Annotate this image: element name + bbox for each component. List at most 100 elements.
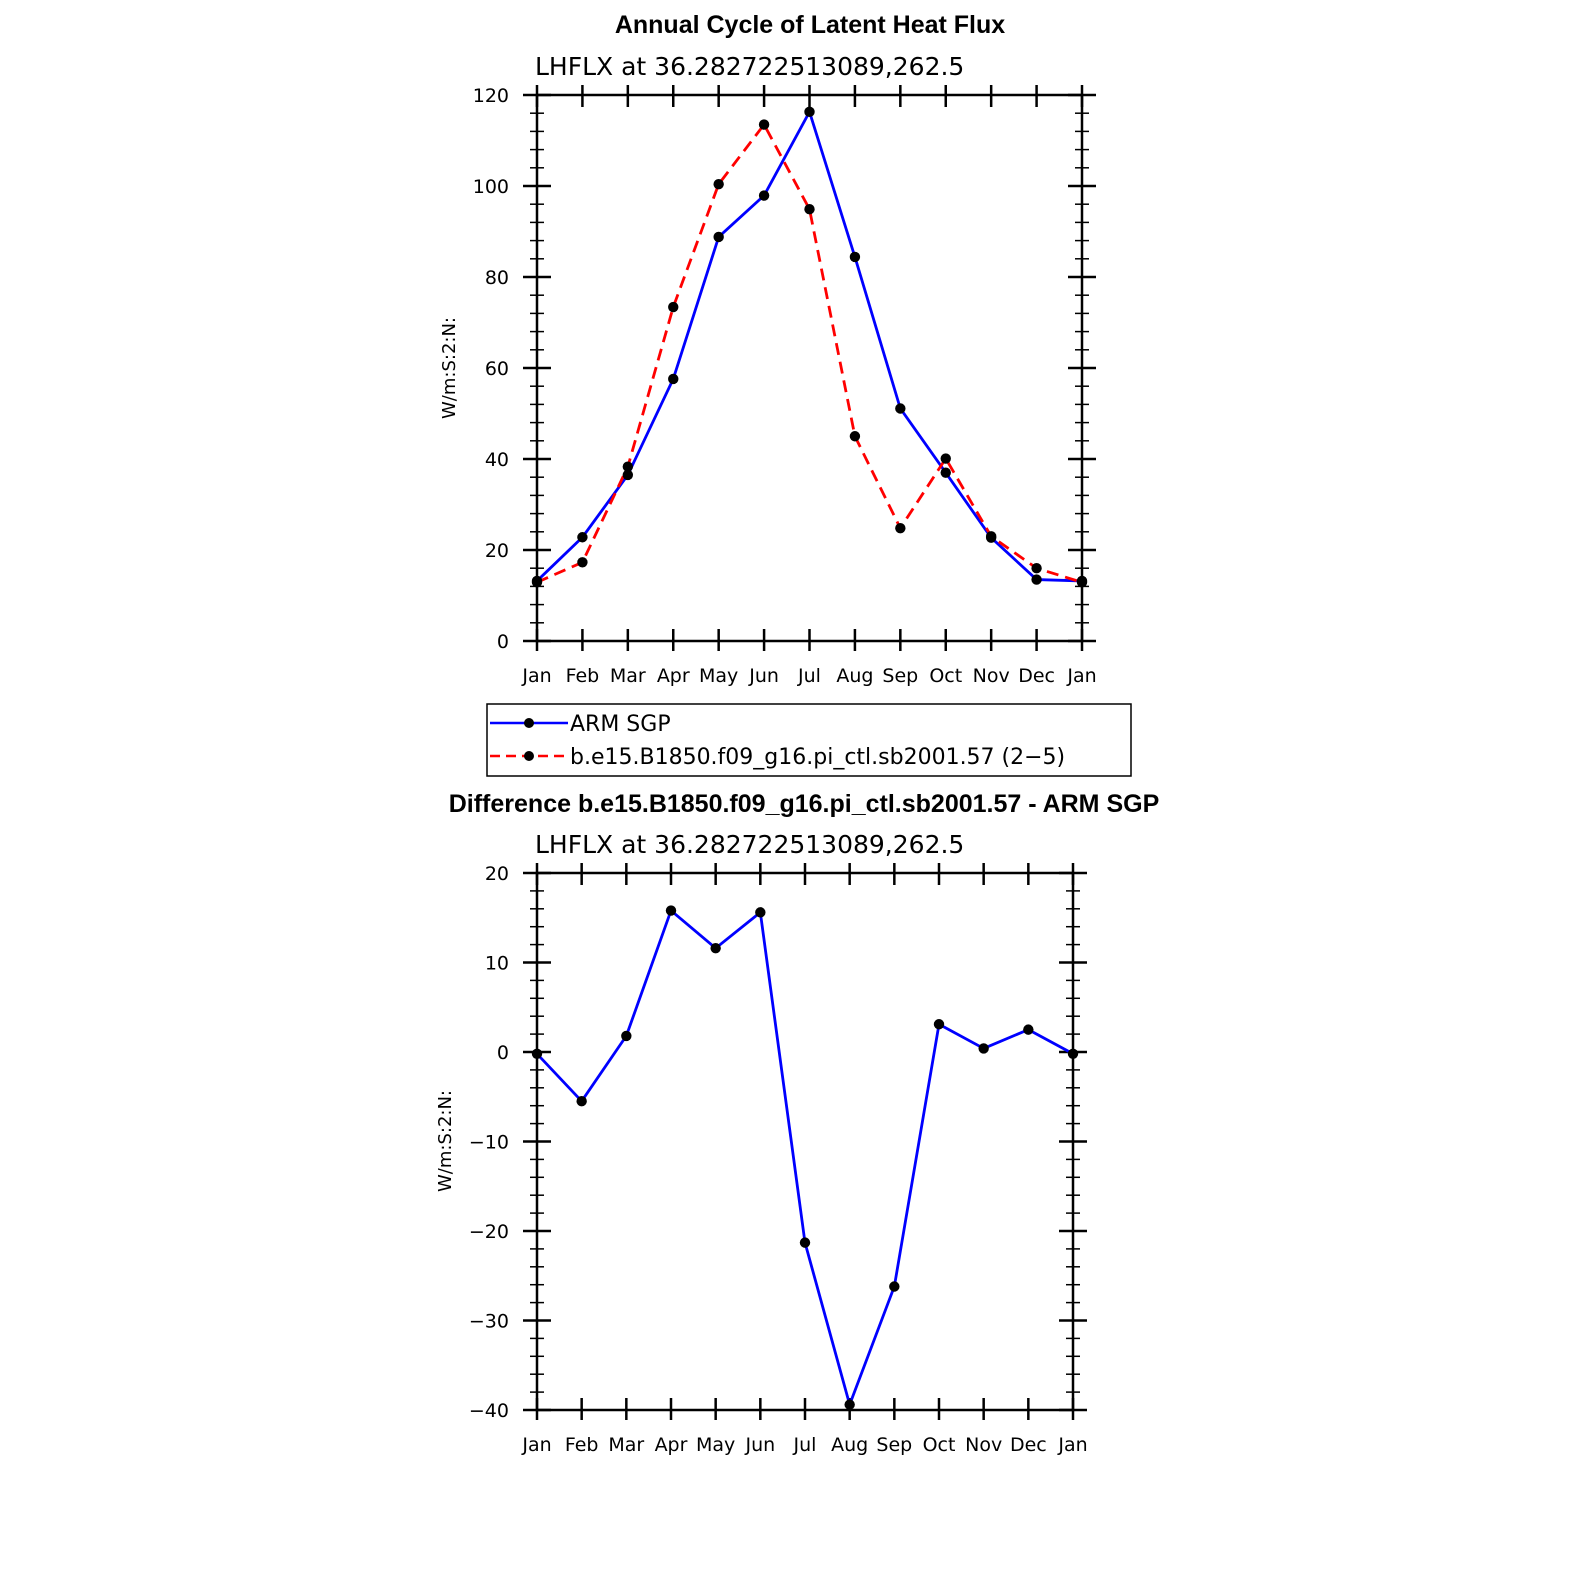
data-point xyxy=(1031,563,1042,574)
y-axis-label: W/m:S:2:N: xyxy=(439,317,460,419)
x-tick-label: Apr xyxy=(655,1434,688,1456)
y-tick-label: 0 xyxy=(497,1042,509,1064)
data-point xyxy=(576,1096,587,1107)
x-tick-label: Jul xyxy=(797,665,821,687)
data-point xyxy=(758,190,770,201)
data-point xyxy=(895,403,906,414)
data-point xyxy=(804,106,815,118)
y-tick-labels: 0 20 40 60 80 100 120 xyxy=(473,85,509,653)
data-point xyxy=(710,942,721,954)
series-markers xyxy=(531,106,1088,588)
data-point xyxy=(895,522,906,534)
data-point xyxy=(668,373,679,385)
y-tick-label: −20 xyxy=(469,1221,509,1243)
data-point xyxy=(933,1019,945,1030)
x-tick-label: Jul xyxy=(793,1434,817,1456)
data-point xyxy=(758,119,770,130)
data-point xyxy=(849,251,861,263)
x-tick-label: Nov xyxy=(973,665,1010,687)
plot-frame xyxy=(535,871,1075,1412)
data-point xyxy=(755,907,766,918)
x-tick-label: Mar xyxy=(608,1434,644,1456)
y-tick-label: 80 xyxy=(485,267,509,289)
x-tick-label: Dec xyxy=(1018,665,1055,687)
y-tick-label: −10 xyxy=(469,1132,509,1154)
x-tick-label: Jan xyxy=(521,665,551,687)
legend-box xyxy=(486,703,1132,777)
data-point xyxy=(713,178,724,190)
x-tick-label: Jun xyxy=(744,1434,775,1456)
x-tick-label: Feb xyxy=(565,1434,599,1456)
y-tick-label: 40 xyxy=(485,449,509,471)
data-point xyxy=(1031,574,1042,585)
data-point xyxy=(804,204,815,215)
data-point xyxy=(713,231,724,243)
difference-chart: Difference b.e15.B1850.f09_g16.pi_ctl.sb… xyxy=(435,790,1159,1456)
axis-ticks xyxy=(523,85,1096,651)
x-tick-label: May xyxy=(699,665,738,687)
data-point xyxy=(849,431,861,442)
axis-ticks xyxy=(523,863,1087,1420)
y-tick-label: 0 xyxy=(497,631,509,653)
series-line xyxy=(535,909,1074,1407)
x-tick-label: Oct xyxy=(929,665,962,687)
y-tick-label: 10 xyxy=(485,953,509,975)
series-line xyxy=(536,123,1083,584)
data-point xyxy=(622,461,634,472)
x-tick-label: Oct xyxy=(923,1434,956,1456)
legend-label-model: b.e15.B1850.f09_g16.pi_ctl.sb2001.57 (2−… xyxy=(570,745,1065,770)
x-tick-label: Sep xyxy=(882,665,918,687)
data-point xyxy=(985,531,997,542)
x-tick-label: Aug xyxy=(831,1434,868,1456)
data-point xyxy=(940,467,951,478)
data-point xyxy=(844,1399,855,1410)
data-point xyxy=(577,557,588,568)
series-lines xyxy=(536,110,1083,584)
data-point xyxy=(799,1237,811,1248)
data-point xyxy=(978,1043,989,1054)
chart-title: Annual Cycle of Latent Heat Flux xyxy=(615,11,1005,39)
x-tick-label: Aug xyxy=(836,665,873,687)
x-tick-label: Dec xyxy=(1010,1434,1047,1456)
data-point xyxy=(1023,1024,1034,1035)
x-tick-label: Nov xyxy=(965,1434,1002,1456)
x-tick-label: Jan xyxy=(1066,665,1096,687)
x-tick-label: Sep xyxy=(876,1434,912,1456)
legend-marker-arm xyxy=(524,718,534,728)
x-tick-label: Jan xyxy=(1057,1434,1087,1456)
x-tick-label: Apr xyxy=(657,665,690,687)
series-markers xyxy=(531,905,1079,1410)
legend: ARM SGP b.e15.B1850.f09_g16.pi_ctl.sb200… xyxy=(486,703,1132,777)
chart-subtitle: LHFLX at 36.282722513089,262.5 xyxy=(535,830,964,859)
annual-cycle-chart: Annual Cycle of Latent Heat Flux LHFLX a… xyxy=(439,11,1097,687)
x-tick-label: Mar xyxy=(610,665,646,687)
x-tick-label: May xyxy=(696,1434,735,1456)
series-line xyxy=(536,110,1083,583)
legend-marker-model xyxy=(524,751,534,761)
x-tick-label: Jun xyxy=(748,665,779,687)
data-point xyxy=(940,453,951,464)
series-lines xyxy=(535,909,1074,1407)
y-tick-label: 20 xyxy=(485,540,509,562)
chart-subtitle: LHFLX at 36.282722513089,262.5 xyxy=(535,52,964,81)
data-point xyxy=(622,469,634,481)
y-tick-labels: −40 −30 −20 −10 0 10 20 xyxy=(469,863,509,1422)
data-point xyxy=(621,1030,632,1042)
y-axis-label: W/m:S:2:N: xyxy=(435,1090,456,1192)
y-tick-label: −30 xyxy=(469,1311,509,1333)
x-tick-labels: Jan Feb Mar Apr May Jun Jul Aug Sep Oct Nov Dec Jan xyxy=(521,665,1096,687)
chart-title: Difference b.e15.B1850.f09_g16.pi_ctl.sb… xyxy=(449,790,1160,818)
x-tick-labels: Jan Feb Mar Apr May Jun Jul Aug Sep Oct Nov Dec Jan xyxy=(521,1434,1087,1456)
x-tick-label: Jan xyxy=(521,1434,551,1456)
plot-frame xyxy=(535,93,1084,643)
data-point xyxy=(577,532,588,543)
data-point xyxy=(889,1281,900,1292)
y-tick-label: −40 xyxy=(469,1400,509,1422)
data-point xyxy=(668,301,679,313)
x-tick-label: Feb xyxy=(566,665,600,687)
legend-label-arm: ARM SGP xyxy=(570,712,671,737)
y-tick-label: 100 xyxy=(473,176,509,198)
y-tick-label: 120 xyxy=(473,85,509,107)
data-point xyxy=(665,905,677,916)
y-tick-label: 60 xyxy=(485,358,509,380)
